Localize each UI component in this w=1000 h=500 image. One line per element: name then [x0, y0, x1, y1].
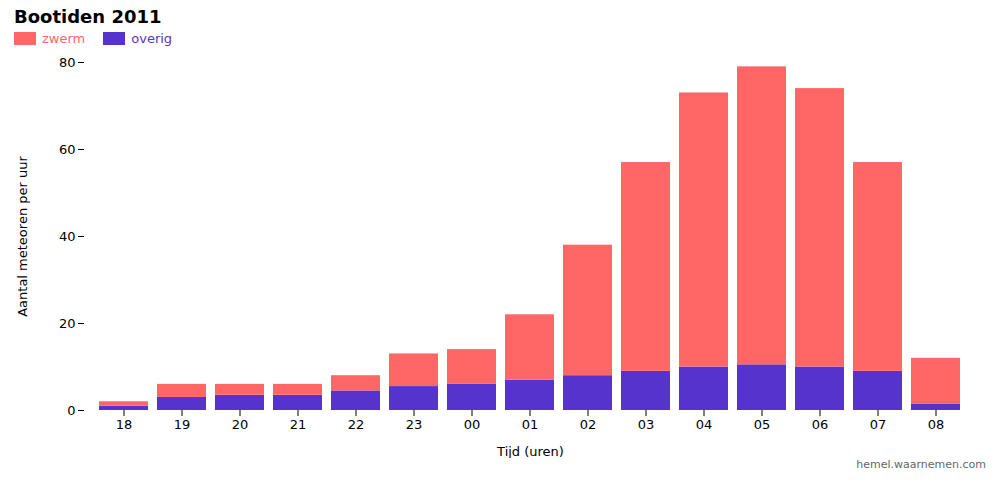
svg-text:80: 80	[59, 55, 76, 70]
svg-text:02: 02	[580, 417, 597, 432]
svg-text:22: 22	[348, 417, 365, 432]
svg-text:03: 03	[638, 417, 655, 432]
svg-text:Tijd (uren): Tijd (uren)	[496, 444, 564, 459]
html-text:Bootiden 2011: Bootiden 2011	[14, 6, 162, 27]
svg-text:20: 20	[232, 417, 249, 432]
svg-text:06: 06	[812, 417, 829, 432]
svg-text:20: 20	[59, 316, 76, 331]
svg-text:00: 00	[464, 417, 481, 432]
svg-text:05: 05	[754, 417, 771, 432]
svg-text:04: 04	[696, 417, 713, 432]
svg-text:01: 01	[522, 417, 539, 432]
svg-text:21: 21	[290, 417, 307, 432]
svg-text:18: 18	[116, 417, 133, 432]
svg-text:19: 19	[174, 417, 191, 432]
svg-text:08: 08	[928, 417, 945, 432]
svg-text:Aantal meteoren per uur: Aantal meteoren per uur	[15, 156, 30, 317]
svg-text:40: 40	[59, 229, 76, 244]
svg-text:23: 23	[406, 417, 423, 432]
svg-text:0: 0	[67, 403, 75, 418]
html-text:zwerm: zwerm	[42, 31, 86, 46]
html-text:overig: overig	[131, 31, 173, 46]
svg-text:07: 07	[870, 417, 887, 432]
html-text:hemel.waarnemen.com: hemel.waarnemen.com	[856, 458, 986, 471]
svg-text:60: 60	[59, 142, 76, 157]
